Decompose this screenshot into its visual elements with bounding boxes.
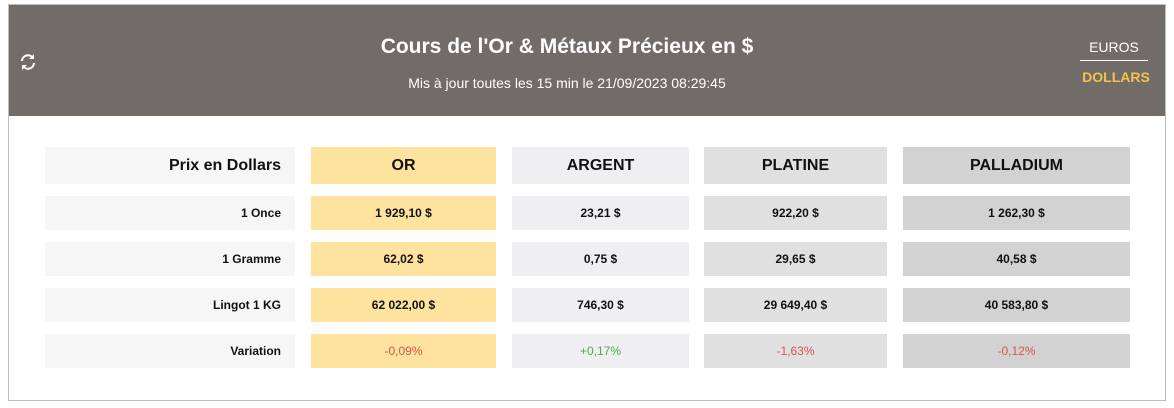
price-cell: -0,09% — [311, 334, 496, 368]
price-cell: 29,65 $ — [704, 242, 887, 276]
price-cell: 62,02 $ — [311, 242, 496, 276]
widget: Cours de l'Or & Métaux Précieux en $ Mis… — [8, 4, 1166, 401]
row-label: Lingot 1 KG — [45, 288, 295, 322]
title: Cours de l'Or & Métaux Précieux en $ — [380, 35, 754, 58]
price-cell: 29 649,40 $ — [704, 288, 887, 322]
currency-euros[interactable]: EUROS — [1080, 39, 1148, 61]
subtitle: Mis à jour toutes les 15 min le 21/09/20… — [408, 75, 726, 91]
column-header: ARGENT — [512, 147, 689, 184]
price-cell: 23,21 $ — [512, 196, 689, 230]
row-label: Variation — [45, 334, 295, 368]
price-cell: +0,17% — [512, 334, 689, 368]
price-cell: 0,75 $ — [512, 242, 689, 276]
price-cell: -0,12% — [903, 334, 1130, 368]
price-cell: 62 022,00 $ — [311, 288, 496, 322]
price-cell: 1 262,30 $ — [903, 196, 1130, 230]
column-header: OR — [311, 147, 496, 184]
column-header: Prix en Dollars — [45, 147, 295, 184]
row-label: 1 Once — [45, 196, 295, 230]
price-cell: -1,63% — [704, 334, 887, 368]
price-cell: 40,58 $ — [903, 242, 1130, 276]
row-label: 1 Gramme — [45, 242, 295, 276]
price-cell: 922,20 $ — [704, 196, 887, 230]
column-header: PLATINE — [704, 147, 887, 184]
price-cell: 1 929,10 $ — [311, 196, 496, 230]
price-cell: 40 583,80 $ — [903, 288, 1130, 322]
header: Cours de l'Or & Métaux Précieux en $ Mis… — [9, 5, 1165, 116]
price-cell: 746,30 $ — [512, 288, 689, 322]
column-header: PALLADIUM — [903, 147, 1130, 184]
currency-dollars[interactable]: DOLLARS — [1082, 69, 1150, 85]
refresh-icon[interactable] — [19, 53, 37, 71]
